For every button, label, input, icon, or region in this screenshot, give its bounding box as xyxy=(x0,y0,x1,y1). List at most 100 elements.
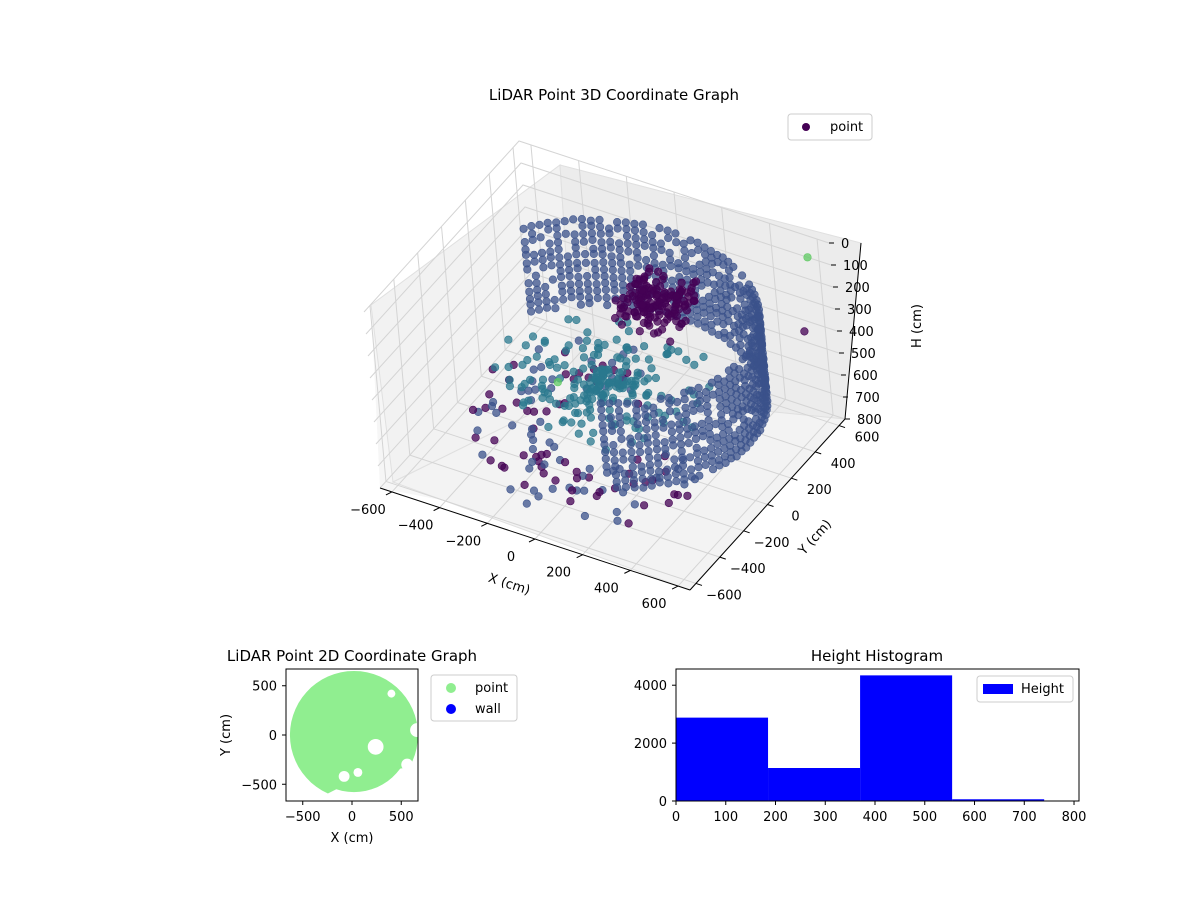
point-3d xyxy=(614,399,623,408)
point-3d xyxy=(545,360,555,370)
point-3d xyxy=(551,476,560,485)
point-3d xyxy=(676,440,686,449)
point-3d xyxy=(800,327,809,336)
point-3d xyxy=(687,472,696,481)
point-3d xyxy=(632,240,641,249)
point-3d xyxy=(615,419,625,428)
point-3d xyxy=(561,346,571,355)
point-3d xyxy=(654,267,663,276)
point-3d xyxy=(589,428,598,438)
point-3d xyxy=(627,447,636,457)
y-tick-label-histogram: 4000 xyxy=(634,679,667,694)
point-3d xyxy=(617,266,626,275)
point-3d xyxy=(638,474,647,483)
point-3d xyxy=(551,304,560,313)
gap-2d xyxy=(410,723,418,737)
point-3d xyxy=(630,226,640,235)
point-3d xyxy=(518,360,527,369)
point-3d xyxy=(651,278,661,287)
point-cluster-2d xyxy=(325,713,340,728)
point-3d xyxy=(560,458,570,467)
point-3d xyxy=(526,300,535,309)
chart-2d: LiDAR Point 2D Coordinate Graph −500 0 500… xyxy=(219,647,518,846)
point-3d xyxy=(621,476,630,485)
point-3d xyxy=(579,229,588,239)
point-3d xyxy=(637,467,647,476)
point-3d xyxy=(538,393,547,403)
point-3d xyxy=(506,485,515,494)
point-3d xyxy=(523,265,532,274)
point-3d xyxy=(541,282,550,292)
point-3d xyxy=(550,355,559,364)
point-3d xyxy=(630,483,639,492)
point-3d xyxy=(708,268,718,277)
y-tick-label-2d: −500 xyxy=(241,778,277,793)
point-3d xyxy=(544,225,553,234)
point-3d xyxy=(553,238,563,247)
y-tick-label: −600 xyxy=(706,588,742,603)
point-3d xyxy=(538,375,548,384)
point-3d xyxy=(505,375,514,385)
x-tick-label: 0 xyxy=(507,550,515,565)
point-3d xyxy=(577,215,587,224)
point-3d xyxy=(725,273,734,282)
point-3d xyxy=(640,377,649,386)
point-3d xyxy=(680,475,689,484)
point-3d xyxy=(665,248,674,257)
point-3d xyxy=(598,250,607,259)
point-3d xyxy=(674,411,683,421)
point-3d xyxy=(600,440,609,449)
point-3d xyxy=(567,418,576,427)
point-3d xyxy=(566,394,575,403)
gap-2d xyxy=(401,758,414,771)
point-3d xyxy=(682,267,691,276)
point-3d xyxy=(583,328,592,337)
point-3d xyxy=(521,250,531,259)
point-3d xyxy=(642,390,651,399)
legend-3d-marker xyxy=(802,123,810,131)
point-3d xyxy=(722,405,731,415)
point-3d xyxy=(607,358,617,368)
point-3d xyxy=(727,293,736,302)
y-tick-mark xyxy=(695,582,703,586)
point-3d xyxy=(520,480,529,490)
point-3d xyxy=(622,312,631,321)
gridline-h xyxy=(377,294,844,467)
point-3d xyxy=(711,420,720,429)
point-3d xyxy=(596,375,605,384)
x-tick-label-histogram: 100 xyxy=(713,810,738,825)
point-3d xyxy=(617,320,627,329)
point-3d xyxy=(666,312,675,321)
point-3d xyxy=(699,308,709,318)
point-3d xyxy=(582,272,592,281)
point-3d xyxy=(659,423,668,432)
x-tick-mark xyxy=(576,554,583,559)
point-3d xyxy=(687,249,696,258)
chart-histogram: Height Histogram 0 100 200 300 400 500 600 700 8… xyxy=(634,647,1087,825)
point-3d xyxy=(618,448,627,457)
x-tick-label-2d: 0 xyxy=(348,810,356,825)
point-3d xyxy=(614,374,623,383)
point-3d xyxy=(491,363,500,372)
point-3d xyxy=(654,459,663,468)
point-3d xyxy=(622,399,632,408)
legend-histogram: Height xyxy=(976,675,1074,703)
z-tick-label: 600 xyxy=(853,369,878,384)
y-tick-mark xyxy=(719,556,726,560)
point-3d xyxy=(522,499,531,508)
point-3d xyxy=(611,296,620,305)
point-3d xyxy=(534,345,543,354)
histogram-bar xyxy=(768,768,861,801)
point-3d xyxy=(694,463,703,472)
point-3d xyxy=(639,228,648,237)
point-3d xyxy=(599,427,608,436)
point-3d xyxy=(540,336,549,346)
point-3d xyxy=(581,258,591,268)
point-cluster-2d xyxy=(388,739,403,754)
point-3d xyxy=(649,243,658,253)
point-3d xyxy=(580,511,590,521)
point-3d xyxy=(572,474,582,483)
point-3d xyxy=(635,448,645,457)
x-tick-mark xyxy=(433,507,440,512)
